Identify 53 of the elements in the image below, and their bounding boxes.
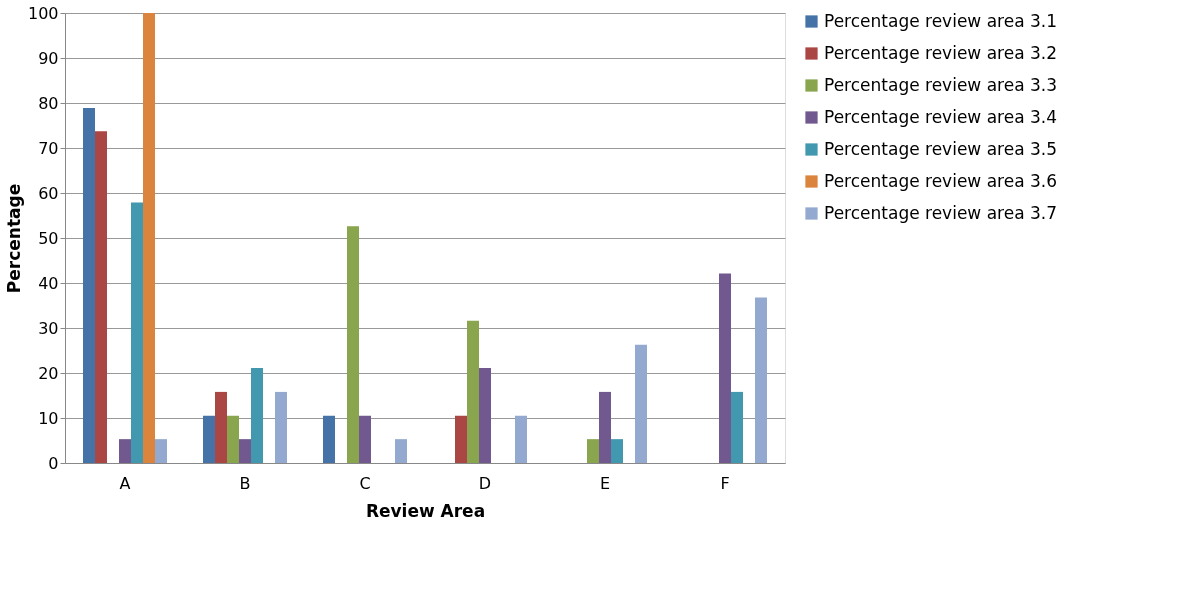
y-tick-label: 20 [38,363,59,383]
x-tick-label: C [359,473,371,493]
bar [131,202,143,463]
x-tick-label: D [478,473,492,493]
bar [515,415,527,463]
bar [731,391,743,463]
bar [455,415,467,463]
legend-label: Percentage review area 3.6 [824,170,1058,191]
y-tick-label: 60 [38,183,59,203]
legend-label: Percentage review area 3.5 [824,138,1058,159]
bar [275,391,287,463]
bar [635,344,647,463]
bar [143,13,155,463]
bar [95,131,107,463]
y-tick-label: 50 [38,228,59,248]
bar [719,273,731,463]
bar [395,439,407,463]
x-tick-label: A [119,473,131,493]
bar [611,439,623,463]
bar [587,439,599,463]
bar [155,439,167,463]
y-tick-label: 0 [48,453,59,473]
y-axis-title: Percentage [3,183,24,294]
bar [479,368,491,463]
legend-label: Percentage review area 3.4 [824,106,1058,127]
legend-label: Percentage review area 3.2 [824,42,1058,63]
bar [755,297,767,463]
y-tick-label: 30 [38,318,59,338]
bar [83,107,95,463]
y-tick-label: 70 [38,138,59,158]
x-tick-label: B [239,473,251,493]
bar [227,415,239,463]
bar [467,320,479,463]
y-tick-label: 10 [38,408,59,428]
bar [323,415,335,463]
y-tick-label: 100 [27,3,59,23]
x-axis-title: Review Area [365,500,486,521]
y-tick-label: 80 [38,93,59,113]
bar [119,439,131,463]
bar [239,439,251,463]
bar [347,226,359,463]
bar [359,415,371,463]
legend-label: Percentage review area 3.3 [824,74,1058,95]
y-tick-label: 90 [38,48,59,68]
bar [203,415,215,463]
bar [215,391,227,463]
y-tick-label: 40 [38,273,59,293]
legend-label: Percentage review area 3.1 [824,10,1058,31]
bar [599,391,611,463]
legend-label: Percentage review area 3.7 [824,202,1058,223]
x-tick-label: F [720,473,730,493]
bar [251,368,263,463]
x-tick-label: E [599,473,611,493]
